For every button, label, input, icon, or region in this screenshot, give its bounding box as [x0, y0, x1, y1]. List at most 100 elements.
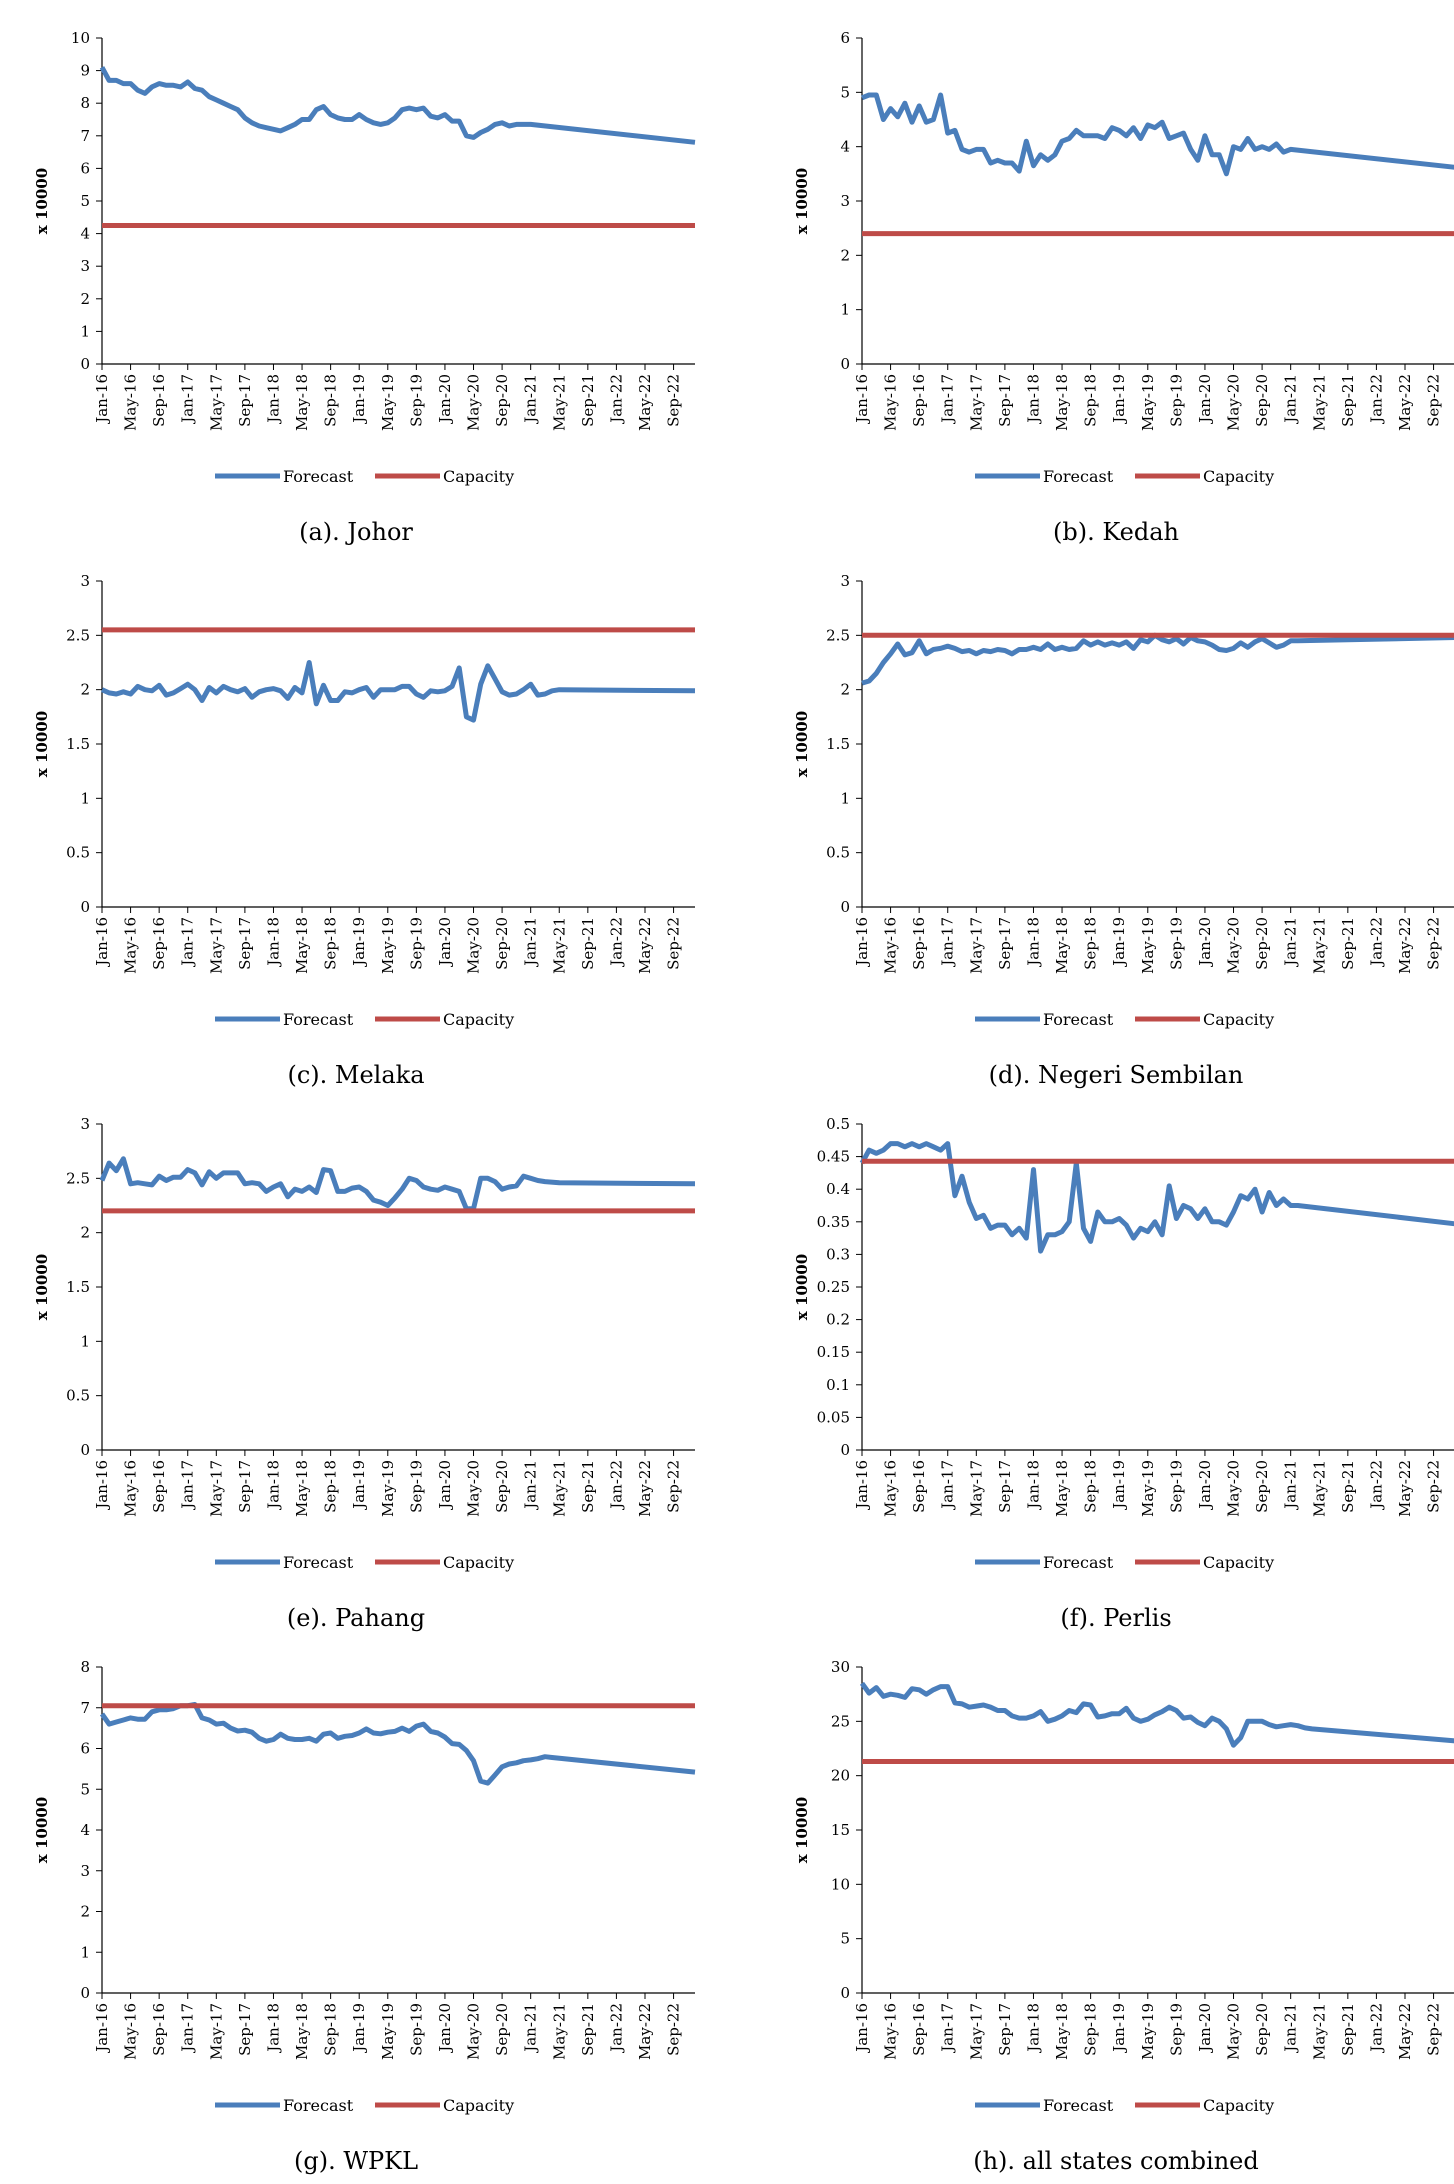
x-tick-label: May-20: [465, 917, 483, 974]
x-tick-label: Sep-21: [1339, 917, 1357, 970]
x-tick-label: Sep-22: [1425, 2003, 1443, 2056]
x-tick-label: Sep-19: [407, 2003, 425, 2056]
y-axis-label: x 10000: [33, 168, 51, 234]
series-line-forecast: [861, 92, 1454, 177]
x-tick-label: May-20: [465, 374, 483, 431]
x-tick-label: Jan-21: [1282, 2003, 1300, 2054]
x-tick-label: May-21: [1310, 1460, 1328, 1517]
y-tick-label: 6: [840, 29, 850, 47]
y-tick-label: 3: [80, 1862, 90, 1880]
x-tick-label: Sep-18: [1082, 374, 1100, 427]
y-tick-label: 1: [80, 789, 90, 807]
x-tick-label: May-17: [967, 917, 985, 974]
x-tick-label: May-20: [1225, 374, 1243, 431]
x-tick-label: Jan-16: [853, 1460, 871, 1511]
x-tick-label: Sep-17: [236, 917, 254, 970]
x-tick-label: Sep-18: [322, 374, 340, 427]
y-tick-label: 0.4: [826, 1180, 850, 1198]
x-tick-label: Jan-16: [853, 917, 871, 968]
y-tick-label: 0.5: [66, 844, 90, 862]
y-tick-label: 0.3: [826, 1245, 850, 1263]
y-tick-label: 3: [840, 192, 850, 210]
y-tick-label: 0: [840, 898, 850, 916]
y-axis-label: x 10000: [793, 711, 811, 777]
x-tick-label: May-16: [882, 917, 900, 974]
x-tick-label: Sep-21: [1339, 2003, 1357, 2056]
x-tick-label: Sep-21: [579, 1460, 597, 1513]
x-tick-label: Jan-18: [1024, 1460, 1042, 1511]
x-tick-label: Jan-17: [179, 917, 197, 968]
x-tick-label: Jan-21: [1282, 917, 1300, 968]
x-tick-label: May-17: [207, 2003, 225, 2060]
x-tick-label: Jan-22: [1367, 374, 1385, 425]
x-tick-label: Jan-20: [436, 1460, 454, 1511]
x-tick-label: Sep-16: [150, 1460, 168, 1513]
y-tick-label: 2: [80, 290, 90, 308]
x-tick-label: May-21: [550, 1460, 568, 1517]
x-tick-label: Jan-17: [179, 374, 197, 425]
x-tick-label: Sep-19: [1167, 2003, 1185, 2056]
y-tick-label: 3: [80, 572, 90, 590]
chart-panel-5: 0 0.5 1 1.5 2 2.5 3 x 10000 Jan-16 May-16 Sep-16 Ja…: [33, 1115, 696, 1632]
x-tick-label: Jan-21: [1282, 374, 1300, 425]
y-tick-label: 2: [80, 681, 90, 699]
legend-forecast-label: Forecast: [283, 467, 354, 486]
x-tick-label: May-22: [636, 2003, 654, 2060]
x-tick-label: Sep-16: [910, 917, 928, 970]
x-tick-label: Sep-16: [910, 374, 928, 427]
x-tick-label: Jan-19: [1110, 2003, 1128, 2054]
x-tick-label: Jan-16: [93, 2003, 111, 2054]
series-line-forecast: [100, 660, 696, 723]
x-tick-label: May-21: [1310, 917, 1328, 974]
x-tick-label: Jan-19: [1110, 917, 1128, 968]
y-axis-label: x 10000: [793, 1254, 811, 1320]
x-tick-label: May-16: [122, 1460, 140, 1517]
y-tick-label: 0.5: [66, 1387, 90, 1405]
x-tick-label: Sep-20: [1253, 2003, 1271, 2056]
x-tick-label: Sep-19: [1167, 1460, 1185, 1513]
x-tick-label: May-21: [550, 374, 568, 431]
x-tick-label: May-19: [1139, 1460, 1157, 1517]
y-tick-label: 0.25: [817, 1278, 850, 1296]
chart-panel-3: 0 0.5 1 1.5 2 2.5 3 x 10000 Jan-16 May-16 Sep-16 Ja…: [33, 572, 696, 1089]
y-tick-label: 20: [831, 1767, 850, 1785]
x-tick-label: Jan-22: [607, 2003, 625, 2054]
x-tick-label: Jan-17: [939, 2003, 957, 2054]
y-axis-label: x 10000: [793, 1797, 811, 1863]
series-line-forecast: [859, 1141, 1454, 1254]
x-tick-label: May-20: [465, 2003, 483, 2060]
x-tick-label: Jan-16: [93, 1460, 111, 1511]
chart-caption: (a). Johor: [299, 518, 413, 546]
y-tick-label: 1.5: [826, 735, 850, 753]
x-tick-label: Sep-21: [579, 2003, 597, 2056]
x-tick-label: Sep-21: [1339, 1460, 1357, 1513]
chart-caption: (h). all states combined: [973, 2147, 1259, 2175]
x-tick-label: May-22: [1396, 2003, 1414, 2060]
x-tick-label: May-20: [1225, 917, 1243, 974]
series-line-forecast: [861, 632, 1454, 686]
x-tick-label: Sep-20: [1253, 374, 1271, 427]
y-tick-label: 5: [80, 192, 90, 210]
x-tick-label: Sep-18: [322, 1460, 340, 1513]
x-tick-label: May-17: [207, 374, 225, 431]
x-tick-label: Sep-21: [579, 374, 597, 427]
x-tick-label: Sep-16: [910, 2003, 928, 2056]
legend-forecast-label: Forecast: [1043, 1553, 1114, 1572]
y-tick-label: 5: [840, 83, 850, 101]
x-tick-label: May-18: [1053, 374, 1071, 431]
y-tick-label: 6: [80, 159, 90, 177]
x-tick-label: Jan-16: [853, 2003, 871, 2054]
x-tick-label: May-19: [1139, 917, 1157, 974]
series-line-forecast: [859, 1681, 1454, 1748]
chart-caption: (f). Perlis: [1060, 1604, 1171, 1632]
y-tick-label: 0: [80, 1441, 90, 1459]
y-tick-label: 30: [831, 1658, 850, 1676]
y-tick-label: 9: [80, 62, 90, 80]
x-tick-label: Sep-22: [1425, 1460, 1443, 1513]
x-tick-label: May-18: [1053, 1460, 1071, 1517]
x-tick-label: May-17: [207, 1460, 225, 1517]
x-tick-label: Sep-18: [1082, 2003, 1100, 2056]
x-tick-label: May-16: [882, 1460, 900, 1517]
x-tick-label: Jan-22: [607, 374, 625, 425]
x-tick-label: Sep-22: [1425, 374, 1443, 427]
